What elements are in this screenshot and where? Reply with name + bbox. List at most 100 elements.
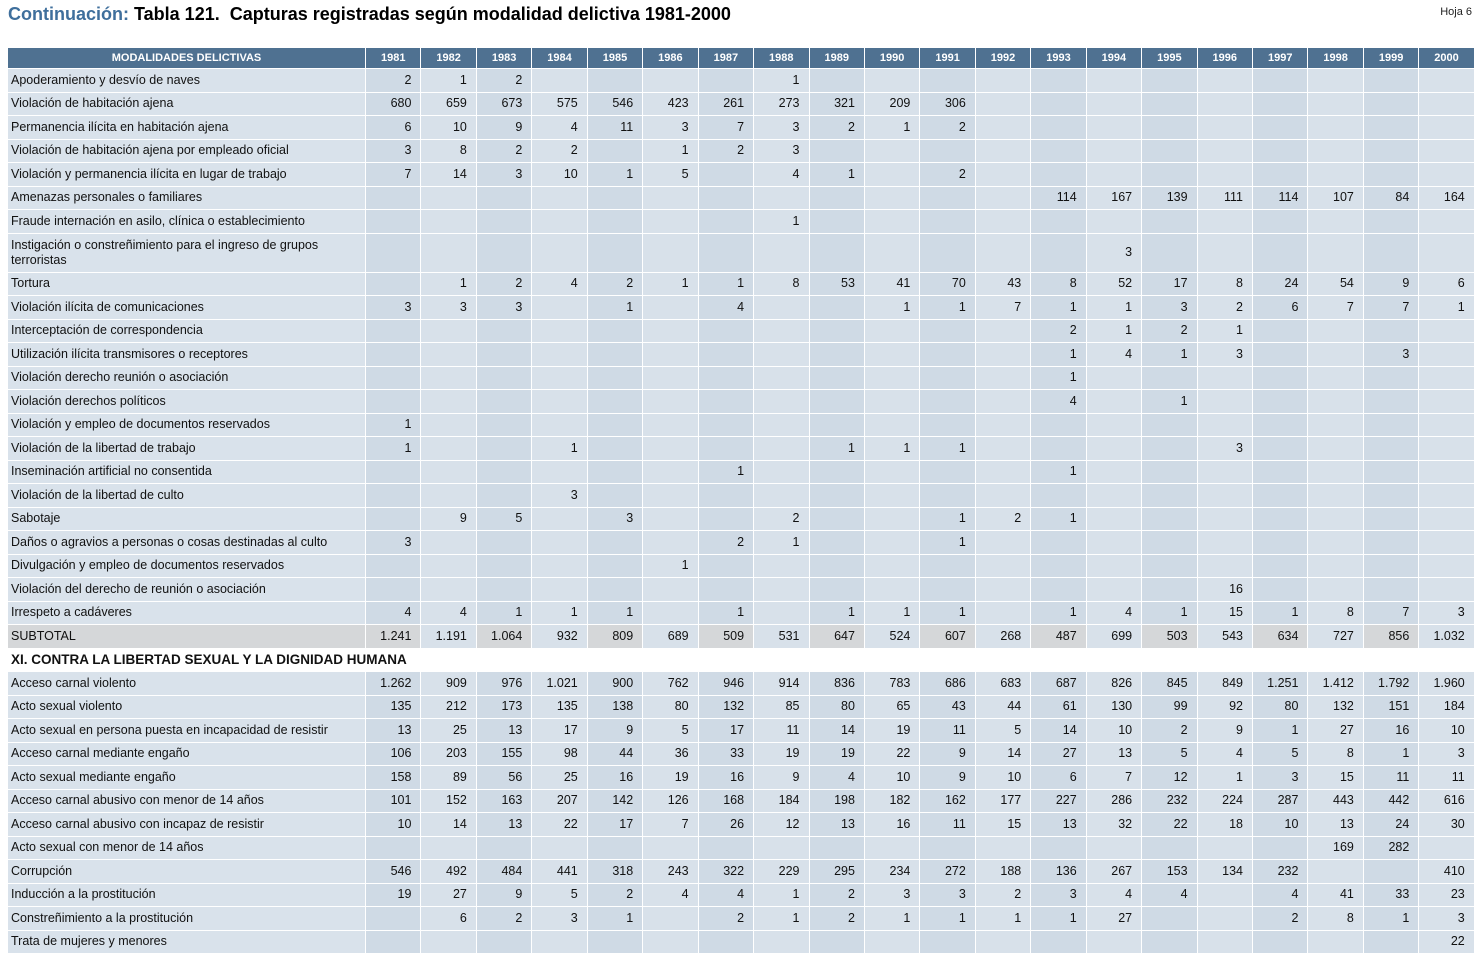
cell: 3 (1196, 436, 1254, 461)
empty-cell (919, 232, 976, 273)
cell: 155 (475, 741, 533, 766)
empty-cell (1418, 68, 1475, 93)
cell: 7 (1362, 295, 1420, 320)
cell: 2 (531, 138, 588, 163)
cell: 2 (808, 115, 865, 140)
empty-cell (808, 835, 865, 860)
empty-cell (1362, 68, 1420, 93)
empty-cell (1196, 138, 1254, 163)
row-label: Violación derechos políticos (7, 389, 366, 414)
cell: 92 (1196, 694, 1254, 719)
cell: 27 (420, 882, 477, 907)
cell: 1 (1196, 318, 1254, 343)
empty-cell (531, 209, 588, 234)
cell: 1.262 (364, 671, 422, 696)
empty-cell (1307, 436, 1364, 461)
empty-cell (1141, 68, 1198, 93)
cell: 4 (531, 271, 588, 296)
cell: 3 (1362, 342, 1420, 367)
cell: 8 (1307, 600, 1364, 625)
empty-cell (1251, 115, 1309, 140)
cell: 4 (1030, 389, 1087, 414)
empty-cell (1307, 318, 1364, 343)
empty-cell (586, 553, 644, 578)
empty-cell (697, 835, 755, 860)
row-label: Divulgación y empleo de documentos reser… (7, 553, 366, 578)
empty-cell (586, 365, 644, 390)
cell: 25 (420, 718, 477, 743)
empty-cell (1085, 530, 1143, 555)
cell: 19 (642, 765, 699, 790)
empty-cell (420, 232, 477, 273)
cell: 1 (919, 600, 976, 625)
empty-cell (1307, 506, 1364, 531)
empty-cell (1030, 138, 1087, 163)
row-label: Violación y permanencia ilícita en lugar… (7, 162, 366, 187)
empty-cell (1196, 553, 1254, 578)
cell: 9 (919, 765, 976, 790)
empty-cell (1196, 835, 1254, 860)
cell: 1 (1196, 765, 1254, 790)
cell: 3 (1085, 232, 1143, 273)
cell: 4 (1196, 741, 1254, 766)
empty-cell (420, 389, 477, 414)
empty-cell (808, 138, 865, 163)
empty-cell (1307, 138, 1364, 163)
table-row: Daños o agravios a personas o cosas dest… (7, 530, 1475, 555)
cell: 410 (1418, 859, 1475, 884)
cell: 53 (808, 271, 865, 296)
cell: 9 (919, 741, 976, 766)
table-row: Acto sexual en persona puesta en incapac… (7, 718, 1475, 743)
empty-cell (1141, 553, 1198, 578)
cell: 101 (364, 788, 422, 813)
empty-cell (1196, 412, 1254, 437)
cell: 5 (974, 718, 1032, 743)
empty-cell (919, 138, 976, 163)
empty-cell (475, 459, 533, 484)
cell: 56 (475, 765, 533, 790)
cell: 673 (475, 91, 533, 116)
empty-cell (1362, 929, 1420, 954)
cell: 1 (863, 295, 921, 320)
empty-cell (974, 318, 1032, 343)
cell: 22 (863, 741, 921, 766)
empty-cell (1307, 209, 1364, 234)
cell: 1 (1141, 600, 1198, 625)
empty-cell (1362, 91, 1420, 116)
empty-cell (642, 412, 699, 437)
cell: 1 (1362, 741, 1420, 766)
cell: 1 (1418, 295, 1475, 320)
cell: 1 (420, 68, 477, 93)
cell: 575 (531, 91, 588, 116)
cell: 727 (1307, 624, 1364, 649)
cell: 2 (586, 882, 644, 907)
empty-cell (1085, 209, 1143, 234)
empty-cell (1251, 483, 1309, 508)
cell: 65 (863, 694, 921, 719)
empty-cell (1085, 459, 1143, 484)
cell: 321 (808, 91, 865, 116)
empty-cell (808, 185, 865, 210)
row-label: Violación de la libertad de culto (7, 483, 366, 508)
row-label: Acto sexual en persona puesta en incapac… (7, 718, 366, 743)
empty-cell (1251, 91, 1309, 116)
cell: 11 (753, 718, 810, 743)
cell: 184 (753, 788, 810, 813)
cell: 126 (642, 788, 699, 813)
table-row: Corrupción 546 492 484 441 318 243 322 229 295 234… (7, 859, 1475, 884)
empty-cell (1251, 138, 1309, 163)
cell: 1 (642, 553, 699, 578)
cell: 10 (420, 115, 477, 140)
table-row: Violación ilícita de comunicaciones 3 3 3 1 4… (7, 295, 1475, 320)
empty-cell (697, 185, 755, 210)
cell: 687 (1030, 671, 1087, 696)
column-header: 1990 (863, 47, 921, 69)
cell: 900 (586, 671, 644, 696)
empty-cell (1418, 91, 1475, 116)
empty-cell (475, 318, 533, 343)
empty-cell (1251, 162, 1309, 187)
empty-cell (808, 506, 865, 531)
row-label: Permanencia ilícita en habitación ajena (7, 115, 366, 140)
cell: 2 (364, 68, 422, 93)
